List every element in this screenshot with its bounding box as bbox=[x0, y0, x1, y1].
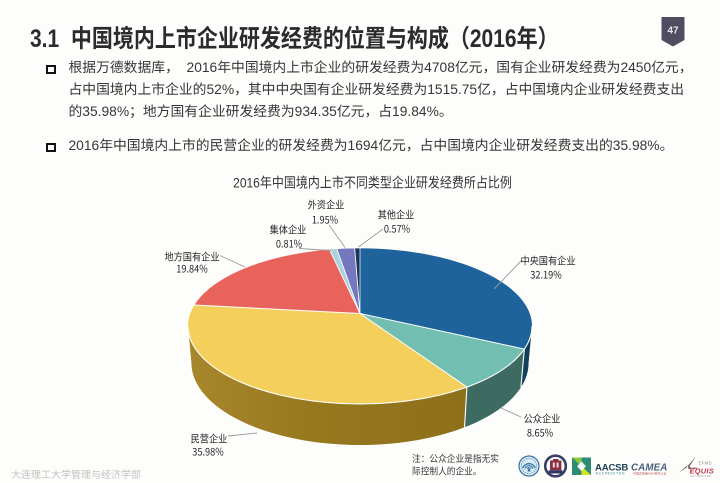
svg-text:中国高质量MBA教育认证: 中国高质量MBA教育认证 bbox=[633, 470, 667, 475]
svg-text:EQUIS: EQUIS bbox=[690, 466, 715, 475]
svg-text:47: 47 bbox=[667, 26, 679, 37]
svg-text:ACCREDITED: ACCREDITED bbox=[596, 471, 626, 475]
svg-text:AACSB: AACSB bbox=[595, 462, 628, 473]
svg-text:ACCREDITED: ACCREDITED bbox=[690, 474, 711, 478]
svg-text:CAMEA: CAMEA bbox=[631, 462, 667, 473]
svg-text:EFMD: EFMD bbox=[699, 460, 712, 465]
